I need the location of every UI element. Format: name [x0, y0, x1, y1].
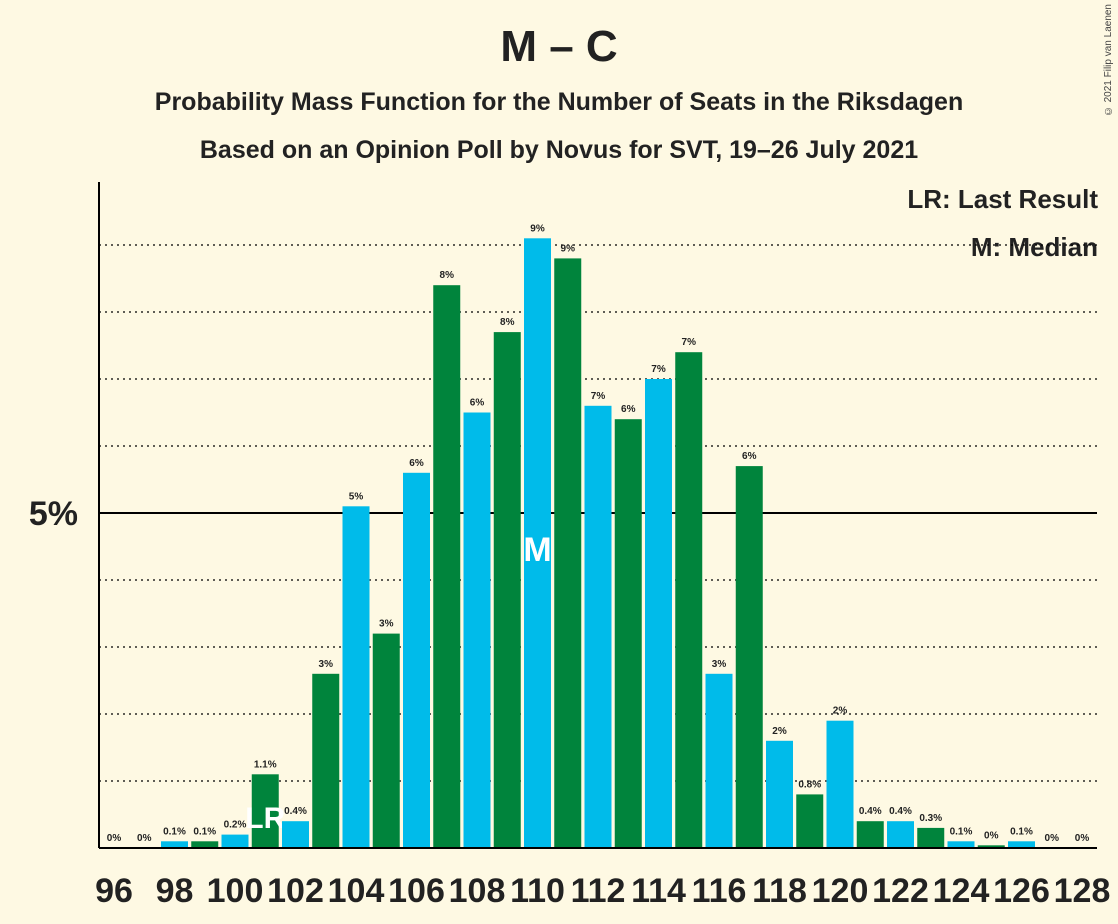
median-marker: M [523, 531, 551, 569]
data-label-seat-104: 5% [349, 491, 364, 502]
bar-seat-117 [735, 466, 763, 848]
bar-seat-120 [826, 720, 854, 848]
data-label-seat-121: 0.4% [859, 806, 882, 817]
data-label-seat-106: 6% [409, 458, 424, 469]
bar-seat-102 [282, 821, 309, 848]
x-tick-label-114: 114 [631, 872, 686, 910]
bar-seat-126 [1008, 841, 1035, 848]
bar-seat-114 [645, 379, 672, 848]
bar-seat-113 [614, 419, 642, 848]
data-label-seat-125: 0% [984, 830, 999, 841]
chart-title: M – C [500, 22, 618, 71]
x-tick-label-122: 122 [872, 872, 929, 910]
data-label-seat-109: 8% [500, 317, 515, 328]
chart-subtitle-poll: Based on an Opinion Poll by Novus for SV… [199, 136, 919, 164]
x-tick-label-124: 124 [933, 872, 990, 910]
data-label-seat-124: 0.1% [950, 826, 973, 837]
x-tick-label-126: 126 [993, 872, 1050, 910]
data-label-seat-118: 2% [772, 726, 787, 737]
x-tick-label-104: 104 [328, 872, 385, 910]
data-label-seat-97: 0% [137, 833, 152, 844]
data-label-seat-113: 6% [621, 404, 636, 415]
x-tick-label-102: 102 [267, 872, 324, 910]
x-tick-label-118: 118 [752, 872, 807, 910]
data-label-seat-127: 0% [1045, 833, 1060, 844]
x-tick-label-98: 98 [156, 872, 194, 910]
bar-seat-125 [977, 845, 1005, 848]
bar-seat-123 [917, 827, 945, 848]
bar-seat-122 [887, 821, 914, 848]
data-label-seat-103: 3% [319, 659, 334, 670]
bar-seat-98 [161, 841, 188, 848]
data-label-seat-96: 0% [107, 833, 122, 844]
bar-seat-116 [705, 673, 733, 848]
data-label-seat-120: 2% [833, 706, 848, 717]
x-tick-label-112: 112 [571, 872, 626, 910]
bar-seat-99 [191, 841, 219, 848]
y-tick-label: 5% [29, 495, 78, 533]
legend-median: M: Median [970, 232, 1098, 262]
data-label-seat-126: 0.1% [1010, 826, 1033, 837]
bar-seat-105 [372, 633, 400, 848]
data-label-seat-107: 8% [440, 270, 455, 281]
bar-seat-112 [584, 405, 612, 848]
data-label-seat-108: 6% [470, 398, 485, 409]
chart-subtitle: Probability Mass Function for the Number… [154, 88, 964, 116]
data-label-seat-115: 7% [682, 337, 697, 348]
x-tick-label-120: 120 [812, 872, 869, 910]
data-label-seat-123: 0.3% [919, 813, 942, 824]
bar-seat-124 [947, 841, 975, 848]
data-label-seat-122: 0.4% [889, 806, 912, 817]
x-tick-label-96: 96 [95, 872, 133, 910]
x-tick-label-106: 106 [388, 872, 445, 910]
x-tick-label-108: 108 [449, 872, 506, 910]
bar-seat-103 [312, 673, 340, 848]
data-label-seat-101: 1.1% [254, 759, 277, 770]
bar-seat-107 [433, 285, 461, 848]
x-tick-label-128: 128 [1054, 872, 1111, 910]
bar-seat-100 [221, 834, 249, 848]
data-label-seat-102: 0.4% [284, 806, 307, 817]
bar-seat-118 [766, 740, 793, 848]
data-label-seat-119: 0.8% [798, 779, 821, 790]
bar-seat-101 [251, 774, 279, 848]
x-tick-label-116: 116 [692, 872, 747, 910]
data-label-seat-100: 0.2% [224, 820, 247, 831]
data-label-seat-98: 0.1% [163, 826, 186, 837]
bar-seat-106 [403, 472, 430, 848]
bar-seat-121 [856, 821, 884, 848]
data-label-seat-99: 0.1% [193, 826, 216, 837]
data-label-seat-105: 3% [379, 619, 394, 630]
data-label-seat-110: 9% [530, 223, 545, 234]
data-label-seat-116: 3% [712, 659, 727, 670]
bar-seat-109 [493, 332, 521, 849]
bar-seat-108 [463, 412, 491, 848]
bar-seat-119 [796, 794, 824, 848]
data-label-seat-112: 7% [591, 391, 606, 402]
data-label-seat-111: 9% [561, 243, 576, 254]
data-label-seat-114: 7% [651, 364, 666, 375]
legend-last-result: LR: Last Result [907, 184, 1098, 214]
bar-seat-115 [675, 352, 703, 848]
last-result-marker: LR [245, 802, 285, 835]
bar-seat-104 [342, 506, 370, 848]
bar-seat-111 [554, 258, 582, 848]
data-label-seat-128: 0% [1075, 833, 1090, 844]
x-tick-label-110: 110 [510, 872, 565, 910]
data-label-seat-117: 6% [742, 451, 757, 462]
bar-seat-110 [524, 238, 551, 849]
x-tick-label-100: 100 [207, 872, 264, 910]
